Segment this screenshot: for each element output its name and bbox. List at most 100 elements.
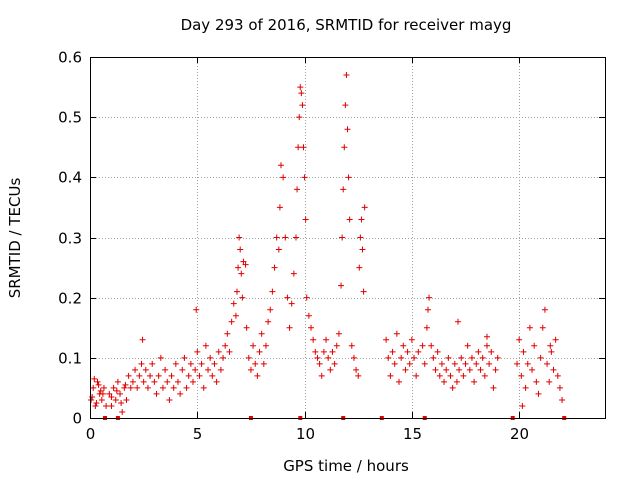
data-point (112, 396, 119, 403)
data-point (222, 342, 229, 349)
data-point (544, 360, 551, 367)
data-point (224, 330, 231, 337)
data-point (411, 354, 418, 361)
data-point (166, 396, 173, 403)
data-point (475, 348, 482, 355)
data-point (535, 390, 542, 397)
data-point (230, 300, 237, 307)
data-point (479, 354, 486, 361)
y-tick-label: 0.6 (58, 49, 82, 67)
data-point (356, 264, 363, 271)
data-point (514, 360, 521, 367)
data-point (125, 372, 132, 379)
data-point (153, 390, 160, 397)
data-point (338, 282, 345, 289)
data-point (187, 360, 194, 367)
data-point (139, 336, 146, 343)
data-point (483, 333, 490, 340)
data-point (308, 324, 315, 331)
data-point (548, 348, 555, 355)
data-point (277, 162, 284, 169)
data-point (400, 342, 407, 349)
data-point (121, 384, 128, 391)
data-point (404, 348, 411, 355)
data-point (325, 354, 332, 361)
data-point (295, 144, 302, 151)
data-point (215, 348, 222, 355)
data-point (200, 384, 207, 391)
data-point (421, 360, 428, 367)
data-point (97, 387, 104, 394)
data-point (342, 102, 349, 109)
data-point (432, 366, 439, 373)
data-point (445, 354, 452, 361)
data-point (162, 366, 169, 373)
data-point (252, 360, 259, 367)
data-point (488, 348, 495, 355)
data-point (471, 378, 478, 385)
data-point (88, 396, 95, 403)
data-point (301, 174, 308, 181)
y-tick-label: 0.4 (58, 169, 82, 187)
data-point (260, 360, 267, 367)
data-point (519, 402, 526, 409)
data-point (305, 312, 312, 319)
data-point (314, 354, 321, 361)
data-point (99, 390, 106, 397)
data-point (518, 372, 525, 379)
data-point (190, 378, 196, 385)
data-point (119, 408, 126, 415)
data-point (157, 354, 164, 361)
data-point (267, 306, 274, 313)
data-point (516, 336, 523, 343)
data-point (290, 270, 297, 277)
data-point (323, 336, 330, 343)
data-point (293, 234, 299, 241)
data-point (151, 378, 158, 385)
data-point (360, 288, 367, 295)
data-point (436, 372, 443, 379)
data-point (541, 306, 548, 313)
data-point (483, 342, 490, 349)
data-point (494, 354, 501, 361)
data-point (242, 261, 249, 268)
data-point (492, 366, 499, 373)
data-point (194, 348, 201, 355)
data-point (396, 378, 402, 385)
data-point (192, 366, 199, 373)
data-point (265, 318, 272, 325)
data-point (114, 378, 121, 385)
data-point (456, 366, 463, 373)
data-point (490, 384, 497, 391)
data-point (288, 300, 295, 307)
data-point (98, 396, 105, 403)
data-point (415, 348, 422, 355)
data-point (280, 174, 287, 181)
data-point (339, 234, 346, 241)
data-point (91, 375, 98, 382)
data-point (333, 342, 340, 349)
data-point (155, 372, 162, 379)
data-point (298, 90, 305, 97)
x-tick-label: 10 (296, 425, 315, 443)
data-point (554, 372, 561, 379)
data-point (468, 354, 475, 361)
data-point (286, 324, 293, 331)
data-point (202, 342, 209, 349)
data-point (123, 396, 130, 403)
y-tick-label: 0.2 (58, 290, 82, 308)
data-point (486, 360, 493, 367)
data-point (350, 354, 357, 361)
data-point (296, 114, 303, 121)
y-axis-ticks: 0 0.1 0.2 0.3 0.4 0.5 0.6 (58, 49, 605, 428)
data-point (385, 354, 392, 361)
data-point (524, 360, 531, 367)
x-axis-ticks: 0 5 10 15 20 (86, 57, 529, 443)
data-point (302, 216, 309, 223)
data-point (451, 360, 458, 367)
data-point (239, 294, 246, 301)
data-point (129, 378, 136, 385)
data-point (226, 348, 233, 355)
data-point (90, 384, 97, 391)
